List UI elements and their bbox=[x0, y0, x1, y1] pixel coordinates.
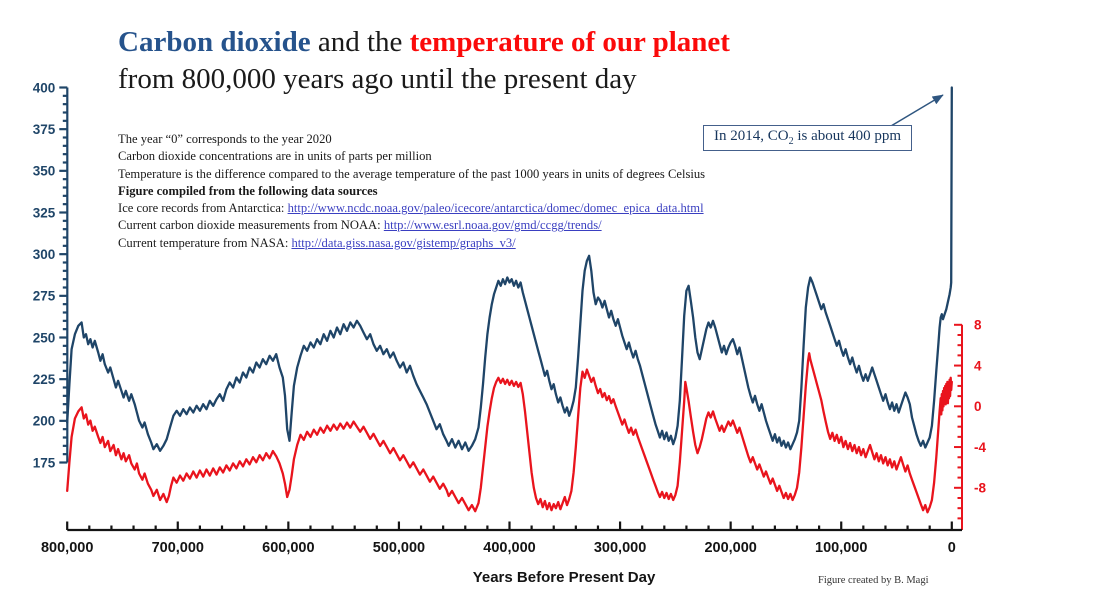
note-co2-units: Carbon dioxide concentrations are in uni… bbox=[118, 149, 432, 164]
svg-text:-8: -8 bbox=[974, 481, 986, 496]
source-icecore-line: Ice core records from Antarctica: http:/… bbox=[118, 200, 705, 217]
svg-text:0: 0 bbox=[974, 399, 982, 414]
title-temp-part: temperature of our planet bbox=[409, 26, 730, 58]
svg-text:325: 325 bbox=[33, 205, 56, 220]
co2-axis: 175 200 225 250 275 300 325 350 375 400 bbox=[33, 80, 69, 470]
svg-text:600,000: 600,000 bbox=[262, 540, 314, 556]
temperature_anomaly_degC-curve bbox=[66, 352, 953, 514]
callout-text-post: is about 400 ppm bbox=[793, 128, 902, 144]
source-icecore-label: Ice core records from Antarctica: bbox=[118, 201, 288, 216]
x-axis-title: Years Before Present Day bbox=[472, 569, 656, 586]
callout-text-sub: 2 bbox=[788, 136, 794, 147]
svg-text:400: 400 bbox=[33, 80, 56, 95]
source-nasa-link[interactable]: http://data.giss.nasa.gov/gistemp/graphs… bbox=[291, 235, 516, 250]
co2-2014-callout: In 2014, CO2 is about 400 ppm bbox=[703, 125, 913, 151]
notes-block: The year “0” corresponds to the year 202… bbox=[118, 131, 705, 252]
svg-text:8: 8 bbox=[974, 318, 982, 333]
svg-text:225: 225 bbox=[33, 372, 56, 387]
title-co2-part: Carbon dioxide bbox=[118, 26, 311, 58]
title-line2: from 800,000 years ago until the present… bbox=[118, 63, 637, 95]
source-noaa-label: Current carbon dioxide measurements from… bbox=[118, 218, 384, 233]
source-noaa-line: Current carbon dioxide measurements from… bbox=[118, 217, 705, 234]
svg-text:175: 175 bbox=[33, 455, 56, 470]
note-year-zero: The year “0” corresponds to the year 202… bbox=[118, 132, 332, 146]
svg-text:700,000: 700,000 bbox=[152, 540, 204, 556]
svg-text:200: 200 bbox=[33, 414, 56, 429]
svg-text:350: 350 bbox=[33, 164, 56, 179]
svg-text:800,000: 800,000 bbox=[41, 540, 93, 556]
svg-text:0: 0 bbox=[948, 540, 956, 556]
temperature-axis: -8 -4 0 4 8 bbox=[954, 318, 986, 530]
chart-generated: 175 200 225 250 275 300 325 350 375 400 -8 -4 0 4 8 800… bbox=[33, 80, 987, 556]
svg-text:400,000: 400,000 bbox=[483, 540, 535, 556]
callout-text-pre: In 2014, CO bbox=[714, 128, 789, 144]
years-axis: 800,000 700,000 600,000 500,000 400,000 300,0… bbox=[41, 521, 962, 556]
svg-text:300: 300 bbox=[33, 247, 56, 262]
svg-text:4: 4 bbox=[974, 358, 982, 373]
svg-text:375: 375 bbox=[33, 122, 56, 137]
source-nasa-line: Current temperature from NASA: http://da… bbox=[118, 235, 705, 252]
svg-text:275: 275 bbox=[33, 289, 56, 304]
chart-title: Carbon dioxide and the temperature of ou… bbox=[118, 24, 730, 98]
svg-text:200,000: 200,000 bbox=[704, 540, 756, 556]
note-temp-definition: Temperature is the difference compared t… bbox=[118, 166, 706, 181]
callout-arrow bbox=[890, 94, 944, 127]
credit-text: Figure created by B. Magi bbox=[818, 575, 929, 586]
source-icecore-link[interactable]: http://www.ncdc.noaa.gov/paleo/icecore/a… bbox=[287, 201, 704, 216]
title-mid-part: and the bbox=[310, 26, 410, 58]
note-sources-heading: Figure compiled from the following data … bbox=[118, 183, 378, 198]
title-line1: Carbon dioxide and the temperature of ou… bbox=[118, 24, 730, 61]
svg-text:500,000: 500,000 bbox=[373, 540, 425, 556]
svg-text:-4: -4 bbox=[974, 440, 986, 455]
svg-text:300,000: 300,000 bbox=[594, 540, 646, 556]
source-nasa-label: Current temperature from NASA: bbox=[118, 235, 292, 250]
svg-text:250: 250 bbox=[33, 330, 56, 345]
co2_ppm-curve bbox=[66, 86, 953, 452]
source-noaa-link[interactable]: http://www.esrl.noaa.gov/gmd/ccgg/trends… bbox=[383, 218, 602, 233]
svg-text:100,000: 100,000 bbox=[815, 540, 867, 556]
